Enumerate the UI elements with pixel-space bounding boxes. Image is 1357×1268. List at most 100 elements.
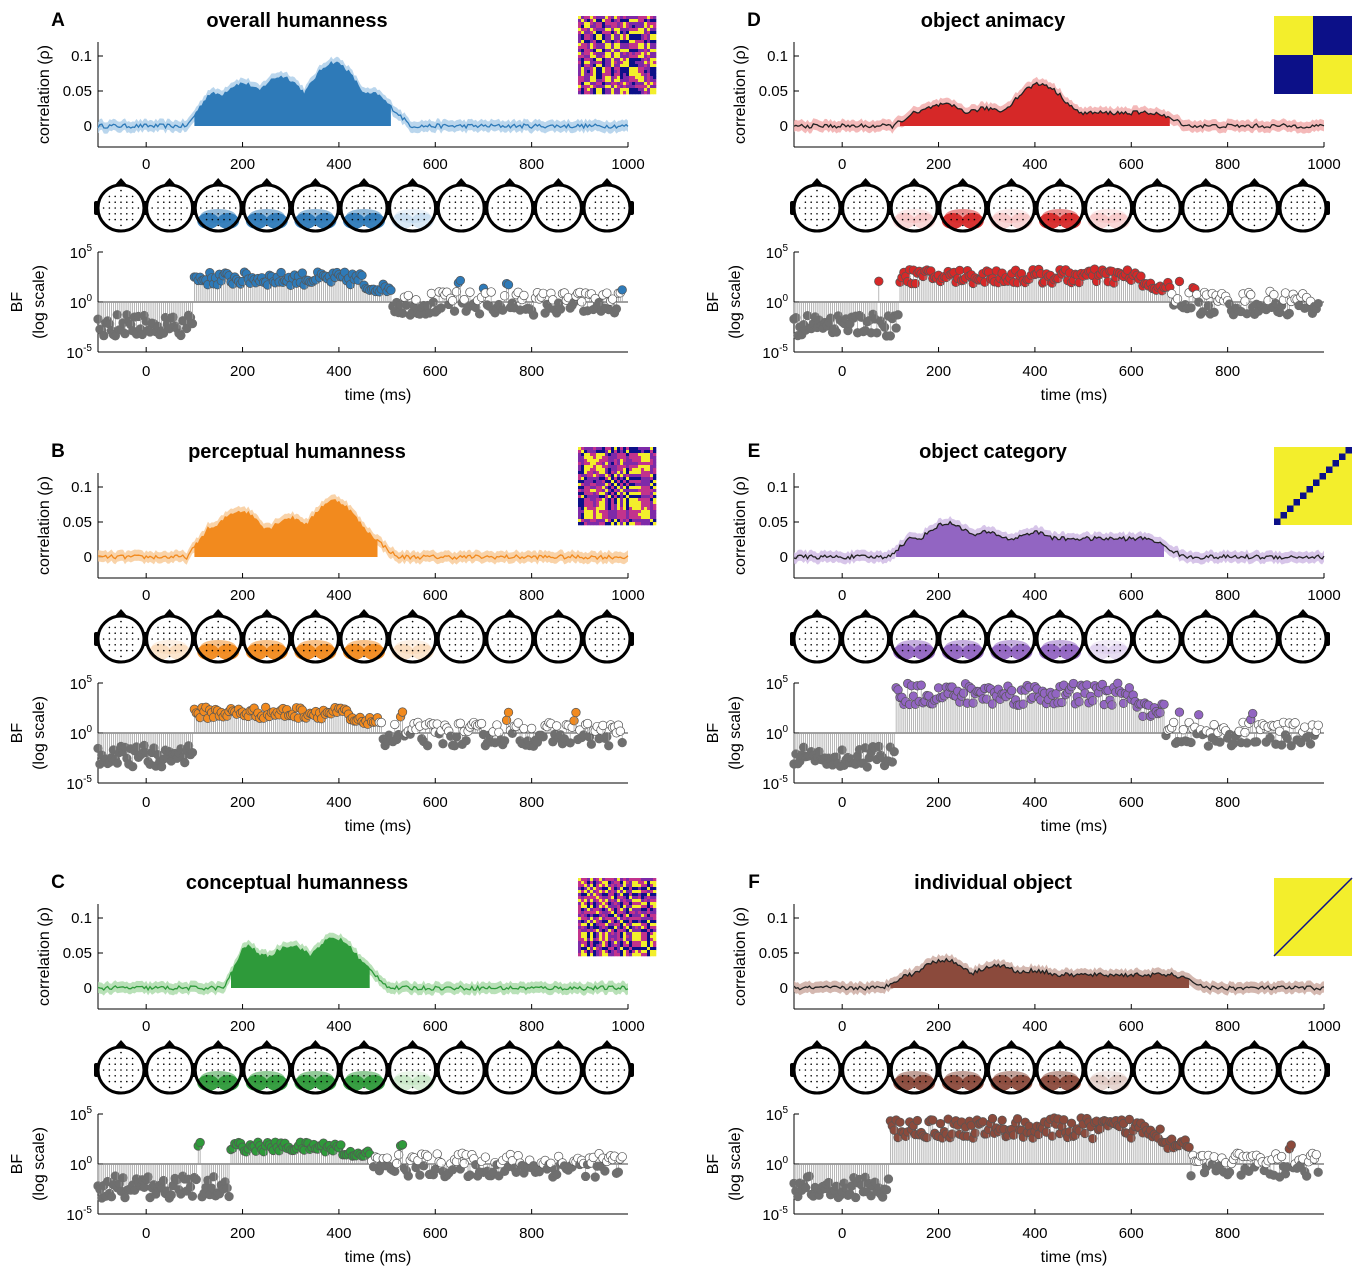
topo-head <box>288 178 343 233</box>
bf-point <box>390 719 400 730</box>
bf-x-tick-label: 400 <box>326 1225 351 1242</box>
matrix-cell <box>614 34 618 38</box>
topo-electrode <box>514 1057 517 1060</box>
corr-x-tick-label: 0 <box>142 156 150 173</box>
topo-electrode <box>120 1075 122 1077</box>
matrix-cell <box>602 513 606 517</box>
topo-electrode <box>357 213 360 215</box>
bf-point <box>534 1167 544 1177</box>
matrix-cell <box>653 19 657 23</box>
matrix-cell <box>632 908 636 912</box>
matrix-cell <box>602 522 606 526</box>
matrix-cell <box>581 905 585 909</box>
matrix-cell <box>590 510 594 514</box>
topo-electrode <box>363 638 365 640</box>
topo-electrode <box>594 1057 597 1060</box>
topo-electrode <box>540 1069 542 1071</box>
matrix-cell <box>578 31 582 35</box>
matrix-cell <box>584 893 588 897</box>
matrix-cell <box>644 884 648 888</box>
matrix-cell <box>617 19 621 23</box>
matrix-cell <box>635 456 639 460</box>
topo-electrode <box>174 213 177 215</box>
matrix-cell <box>602 935 606 939</box>
matrix-cell <box>629 881 633 885</box>
topo-electrode <box>332 1069 334 1071</box>
matrix-cell <box>602 917 606 921</box>
matrix-cell <box>629 504 633 508</box>
topo-electrode <box>514 213 517 215</box>
matrix-cell <box>635 519 639 523</box>
matrix-cell <box>644 88 648 92</box>
topo-head <box>288 1040 343 1095</box>
topo-electrode <box>617 218 620 221</box>
topo-electrode <box>400 213 402 215</box>
matrix-cell <box>605 881 609 885</box>
matrix-cell <box>629 932 633 936</box>
topo-electrode <box>308 638 311 640</box>
matrix-cell <box>581 887 585 891</box>
topo-electrode <box>174 1069 177 1071</box>
matrix-cell <box>587 899 591 903</box>
panel-letter: C <box>51 872 65 893</box>
topo-electrode <box>357 1057 360 1060</box>
topo-electrode <box>417 207 420 209</box>
rdm-humanness-matrix <box>578 878 657 957</box>
topo-electrode <box>569 1075 571 1077</box>
bf-point <box>617 285 627 295</box>
matrix-cell <box>608 73 612 77</box>
matrix-cell <box>650 462 654 466</box>
matrix-cell <box>650 899 654 903</box>
topo-electrode <box>369 649 371 652</box>
matrix-cell <box>578 456 582 460</box>
topo-electrode <box>297 1069 299 1071</box>
topo-electrode <box>454 1063 457 1065</box>
bf-x-tick-label: 800 <box>519 363 544 380</box>
matrix-cell <box>593 498 597 502</box>
matrix-cell <box>596 477 600 481</box>
matrix-cell <box>650 43 654 47</box>
topo-electrode <box>200 207 202 209</box>
matrix-cell <box>605 917 609 921</box>
matrix-cell <box>611 447 615 451</box>
bf-point <box>598 720 608 731</box>
topo-head <box>580 609 634 664</box>
bf-point <box>580 1171 591 1182</box>
topo-electrode <box>551 218 554 221</box>
matrix-cell <box>590 495 594 499</box>
topo-electrode <box>277 195 280 198</box>
matrix-cell <box>653 70 657 74</box>
matrix-cell <box>629 480 633 484</box>
topo-electrode <box>126 1057 128 1060</box>
matrix-cell <box>641 917 645 921</box>
matrix-cell <box>653 474 657 478</box>
topo-electrode <box>260 1063 262 1065</box>
matrix-cell <box>614 61 618 65</box>
topo-electrode <box>351 218 354 221</box>
matrix-cell <box>620 507 624 511</box>
matrix-cell <box>584 88 588 92</box>
matrix-cell <box>590 908 594 912</box>
matrix-cell <box>620 450 624 454</box>
matrix-cell <box>596 40 600 44</box>
matrix-cell <box>590 468 594 472</box>
topo-electrode <box>594 201 597 203</box>
matrix-cell <box>605 504 609 508</box>
matrix-cell <box>602 495 606 499</box>
topo-electrode <box>509 1063 511 1065</box>
topo-electrode <box>254 626 256 629</box>
topo-electrode <box>520 649 523 652</box>
matrix-cell <box>602 914 606 918</box>
matrix-cell <box>593 459 597 463</box>
topo-electrode <box>254 644 256 646</box>
matrix-cell <box>605 498 609 502</box>
matrix-cell <box>638 459 642 463</box>
matrix-cell <box>620 938 624 942</box>
matrix-cell <box>629 462 633 466</box>
matrix-cell <box>599 471 603 475</box>
topo-electrode <box>363 1080 365 1083</box>
matrix-cell <box>632 480 636 484</box>
matrix-cell <box>593 58 597 62</box>
topo-electrode <box>477 207 480 209</box>
